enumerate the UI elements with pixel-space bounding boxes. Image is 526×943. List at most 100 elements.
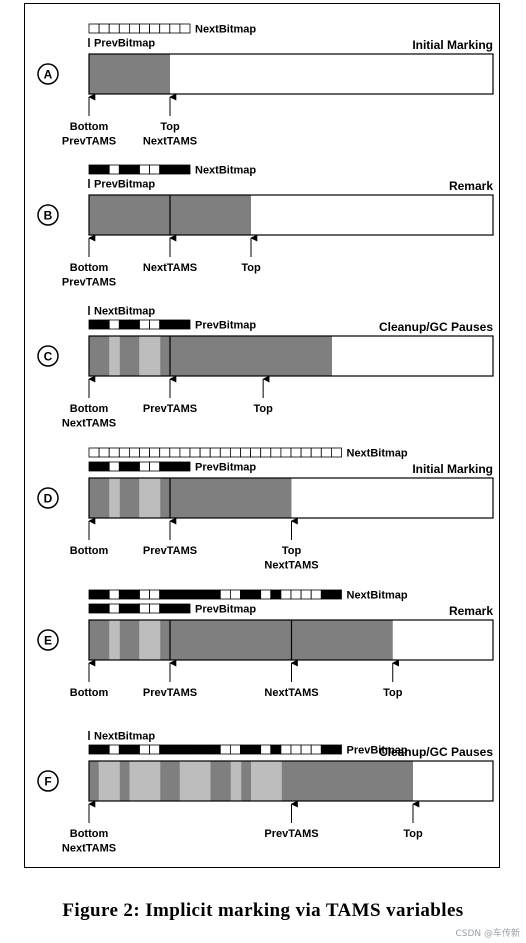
bitmap-bit-clear [108, 589, 120, 600]
panel-letter-circle [37, 63, 59, 85]
heap-region-border [88, 194, 494, 236]
marked-segment [89, 478, 292, 518]
bitmap-bit-set [118, 603, 130, 614]
bitmap-bit-clear [240, 447, 252, 458]
bitmap-bit-set [128, 589, 140, 600]
bitmap-bit-set [98, 461, 110, 472]
bitmap-bit-clear [139, 319, 151, 330]
pointer-label: NextTAMS [264, 560, 318, 572]
panel-letter-circle [37, 345, 59, 367]
panel-letter: C [44, 350, 53, 364]
bitmap-bit-set [270, 744, 282, 755]
panel-letter: F [44, 775, 51, 789]
bitmap-bit-set [159, 319, 171, 330]
bitmap-bit-set [320, 589, 332, 600]
bitmap-bit-clear [108, 603, 120, 614]
pointer-label: PrevTAMS [143, 687, 197, 699]
bitmap-bit-clear [108, 461, 120, 472]
bitmap-bit-clear [118, 23, 130, 34]
bitmap-bit-clear [169, 23, 181, 34]
bitmap-bit-set [209, 744, 221, 755]
phase-title: Remark [449, 604, 493, 618]
panel-a: A Initial Marking NextBitmap PrevBitmap Bott… [37, 23, 494, 148]
panel-letter-circle [37, 487, 59, 509]
bitmap-bit-clear [320, 447, 332, 458]
bitmap-bit-clear [108, 164, 120, 175]
bitmap-label: NextBitmap [347, 590, 408, 602]
bitmap-bit-clear [139, 744, 151, 755]
pointer-label: Top [383, 687, 403, 699]
bitmap-bit-clear [260, 744, 272, 755]
bitmap-bit-set [98, 589, 110, 600]
bitmap-bit-clear [149, 603, 161, 614]
bitmap-bit-set [240, 589, 252, 600]
bitmap-bit-set [88, 164, 100, 175]
bitmap-bit-clear [229, 589, 241, 600]
heap-region-border [88, 53, 494, 95]
bitmap-bit-clear [250, 447, 262, 458]
phase-title: Remark [449, 179, 493, 193]
bitmap-bit-clear [149, 319, 161, 330]
bitmap-bit-clear [108, 23, 120, 34]
live-object-segment [139, 620, 161, 660]
bitmap-bit-set [159, 603, 171, 614]
panel-letter: E [44, 634, 52, 648]
bitmap-label: NextBitmap [347, 448, 408, 460]
bitmap-bit-clear [310, 744, 322, 755]
bitmap-bit-set [128, 461, 140, 472]
bitmap-label: PrevBitmap [195, 604, 256, 616]
bitmap-label: PrevBitmap [195, 320, 256, 332]
tams-diagram: A Initial Marking NextBitmap PrevBitmap Bott… [37, 23, 494, 855]
pointer-label: PrevTAMS [143, 403, 197, 415]
pointer-label: Bottom [70, 687, 109, 699]
bitmap-strip [88, 589, 342, 600]
pointer-label: Top [282, 545, 302, 557]
bitmap-bit-clear [280, 447, 292, 458]
panel-c: C Cleanup/GC Pauses NextBitmap PrevBitmap Bo… [37, 306, 494, 430]
panel-letter-circle [37, 629, 59, 651]
pointer-label: NextTAMS [143, 136, 197, 148]
bitmap-bit-set [250, 589, 262, 600]
live-object-segment [129, 761, 161, 801]
live-object-segment [98, 761, 120, 801]
panel-letter: D [44, 492, 53, 506]
bitmap-bit-clear [108, 744, 120, 755]
pointer-label: NextTAMS [264, 687, 318, 699]
bitmap-bit-clear [149, 589, 161, 600]
pointer-label: PrevTAMS [264, 828, 318, 840]
bitmap-bit-clear [280, 589, 292, 600]
bitmap-bit-set [330, 589, 342, 600]
bitmap-bit-clear [179, 23, 191, 34]
bitmap-bit-clear [179, 447, 191, 458]
bitmap-bit-set [98, 603, 110, 614]
bitmap-bit-set [209, 589, 221, 600]
pointer-label: NextTAMS [62, 418, 116, 430]
bitmap-bit-set [179, 461, 191, 472]
bitmap-label: PrevBitmap [195, 462, 256, 474]
bitmap-bit-clear [209, 447, 221, 458]
bitmap-bit-clear [169, 447, 181, 458]
bitmap-bit-clear [219, 447, 231, 458]
pointer-label: PrevTAMS [62, 136, 116, 148]
pointer-label: NextTAMS [62, 843, 116, 855]
bitmap-bit-set [169, 603, 181, 614]
bitmap-strip [88, 164, 191, 175]
live-object-segment [230, 761, 242, 801]
bitmap-bit-clear [290, 447, 302, 458]
bitmap-bit-clear [300, 744, 312, 755]
bitmap-bit-set [128, 603, 140, 614]
bitmap-bit-clear [139, 164, 151, 175]
bitmap-bit-set [179, 744, 191, 755]
live-object-segment [251, 761, 282, 801]
pointer-label: Bottom [70, 403, 109, 415]
bitmap-strip [88, 319, 191, 330]
bitmap-bit-clear [159, 23, 171, 34]
bitmap-bit-clear [139, 23, 151, 34]
bitmap-bit-set [98, 164, 110, 175]
bitmap-bit-clear [128, 447, 140, 458]
bitmap-bit-clear [219, 589, 231, 600]
bitmap-bit-set [118, 164, 130, 175]
pointer-label: Bottom [70, 545, 109, 557]
live-object-segment [109, 478, 120, 518]
bitmap-strip [88, 603, 191, 614]
